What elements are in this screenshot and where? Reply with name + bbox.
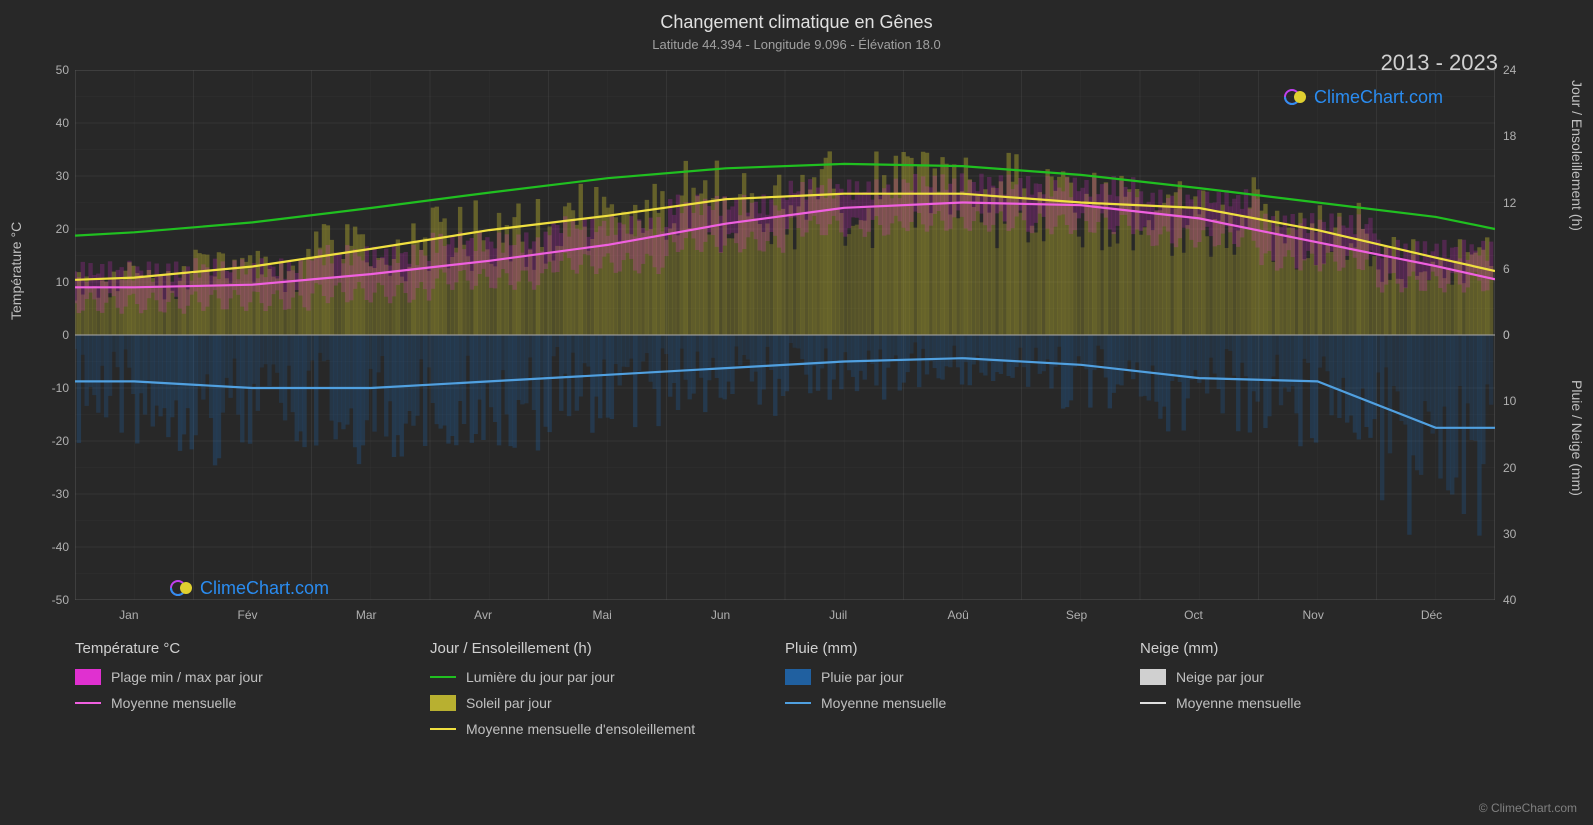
legend-swatch <box>75 702 101 704</box>
tick-left: 10 <box>29 275 69 289</box>
legend-label: Lumière du jour par jour <box>466 669 615 685</box>
legend-label: Soleil par jour <box>466 695 552 711</box>
tick-left: -10 <box>29 381 69 395</box>
legend: Température °C Plage min / max par jour M… <box>75 640 1495 747</box>
legend-label: Moyenne mensuelle <box>111 695 236 711</box>
legend-item: Plage min / max par jour <box>75 669 430 685</box>
tick-month: Déc <box>1421 608 1442 622</box>
axis-label-right-top: Jour / Ensoleillement (h) <box>1569 80 1585 231</box>
legend-item: Lumière du jour par jour <box>430 669 785 685</box>
legend-item: Pluie par jour <box>785 669 1140 685</box>
tick-right-mm: 30 <box>1503 527 1516 541</box>
tick-right-hours: 18 <box>1503 129 1516 143</box>
tick-left: -50 <box>29 593 69 607</box>
tick-month: Jun <box>711 608 730 622</box>
tick-left: 50 <box>29 63 69 77</box>
tick-month: Sep <box>1066 608 1087 622</box>
chart-subtitle: Latitude 44.394 - Longitude 9.096 - Élév… <box>0 33 1593 52</box>
tick-month: Aoû <box>948 608 969 622</box>
tick-left: 30 <box>29 169 69 183</box>
axis-label-right-bottom: Pluie / Neige (mm) <box>1569 380 1585 496</box>
legend-swatch <box>1140 702 1166 704</box>
legend-label: Moyenne mensuelle <box>821 695 946 711</box>
legend-swatch <box>430 728 456 730</box>
legend-item: Moyenne mensuelle d'ensoleillement <box>430 721 785 737</box>
axis-label-left: Température °C <box>8 222 24 320</box>
legend-swatch <box>430 676 456 678</box>
tick-right-hours: 6 <box>1503 262 1510 276</box>
watermark-logo: ClimeChart.com <box>170 576 329 600</box>
legend-label: Plage min / max par jour <box>111 669 263 685</box>
legend-header: Pluie (mm) <box>785 640 1140 657</box>
tick-left: -30 <box>29 487 69 501</box>
legend-label: Moyenne mensuelle d'ensoleillement <box>466 721 695 737</box>
legend-label: Pluie par jour <box>821 669 904 685</box>
tick-right-mm: 0 <box>1503 328 1510 342</box>
legend-item: Neige par jour <box>1140 669 1495 685</box>
tick-month: Mar <box>356 608 377 622</box>
legend-label: Neige par jour <box>1176 669 1264 685</box>
tick-left: 40 <box>29 116 69 130</box>
chart-plot-area <box>75 70 1495 600</box>
tick-month: Mai <box>593 608 612 622</box>
legend-swatch <box>785 669 811 685</box>
legend-swatch <box>75 669 101 685</box>
legend-item: Soleil par jour <box>430 695 785 711</box>
tick-left: -20 <box>29 434 69 448</box>
tick-right-mm: 40 <box>1503 593 1516 607</box>
tick-month: Nov <box>1303 608 1324 622</box>
tick-month: Oct <box>1184 608 1203 622</box>
legend-col-snow: Neige (mm) Neige par jour Moyenne mensuel… <box>1140 640 1495 747</box>
tick-month: Fév <box>238 608 258 622</box>
legend-swatch <box>785 702 811 704</box>
tick-right-mm: 20 <box>1503 461 1516 475</box>
legend-label: Moyenne mensuelle <box>1176 695 1301 711</box>
legend-swatch <box>430 695 456 711</box>
chart-title: Changement climatique en Gênes <box>0 0 1593 33</box>
legend-header: Jour / Ensoleillement (h) <box>430 640 785 657</box>
tick-left: 0 <box>29 328 69 342</box>
legend-header: Température °C <box>75 640 430 657</box>
legend-col-daylight: Jour / Ensoleillement (h) Lumière du jou… <box>430 640 785 747</box>
tick-month: Avr <box>474 608 492 622</box>
legend-item: Moyenne mensuelle <box>75 695 430 711</box>
legend-col-temperature: Température °C Plage min / max par jour M… <box>75 640 430 747</box>
legend-item: Moyenne mensuelle <box>785 695 1140 711</box>
tick-month: Jan <box>119 608 138 622</box>
legend-swatch <box>1140 669 1166 685</box>
tick-right-hours: 24 <box>1503 63 1516 77</box>
legend-item: Moyenne mensuelle <box>1140 695 1495 711</box>
copyright: © ClimeChart.com <box>1479 801 1577 815</box>
tick-left: -40 <box>29 540 69 554</box>
watermark-logo: ClimeChart.com <box>1284 85 1443 109</box>
legend-col-rain: Pluie (mm) Pluie par jour Moyenne mensuel… <box>785 640 1140 747</box>
tick-right-hours: 12 <box>1503 196 1516 210</box>
tick-right-mm: 10 <box>1503 394 1516 408</box>
legend-header: Neige (mm) <box>1140 640 1495 657</box>
tick-month: Juil <box>829 608 847 622</box>
tick-left: 20 <box>29 222 69 236</box>
